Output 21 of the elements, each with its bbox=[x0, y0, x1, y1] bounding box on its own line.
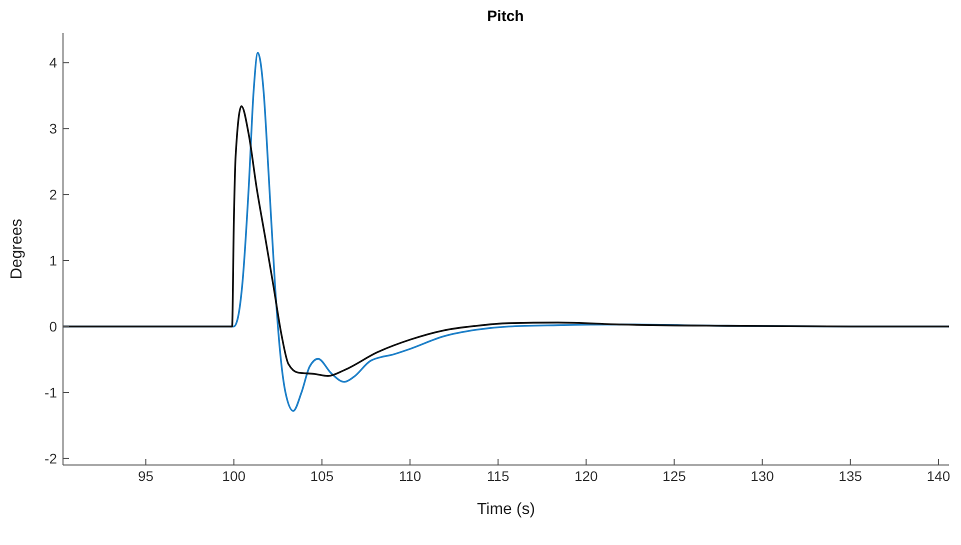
y-tick-label: -1 bbox=[44, 384, 58, 400]
y-tick-label: 0 bbox=[49, 318, 58, 334]
x-tick-label: 115 bbox=[486, 468, 510, 484]
y-tick-label: -2 bbox=[44, 450, 58, 466]
y-tick-label: 2 bbox=[49, 186, 58, 203]
x-tick-label: 140 bbox=[926, 468, 950, 484]
x-tick-label: 135 bbox=[838, 468, 862, 484]
x-tick-label: 95 bbox=[138, 468, 154, 484]
y-tick-label: 1 bbox=[49, 252, 58, 269]
y-axis-title: Degrees bbox=[8, 218, 26, 280]
x-tick-label: 125 bbox=[662, 468, 686, 484]
line-series bbox=[63, 105, 949, 377]
y-tick-label: 3 bbox=[49, 120, 58, 137]
x-tick-label: 120 bbox=[574, 468, 598, 484]
x-tick-label: 105 bbox=[310, 468, 334, 484]
y-tick-label: 4 bbox=[49, 54, 58, 71]
x-axis-title: Time (s) bbox=[476, 501, 536, 518]
x-tick-label: 130 bbox=[750, 468, 774, 484]
x-tick-label: 110 bbox=[398, 468, 422, 484]
chart-title: Pitch bbox=[486, 8, 525, 25]
x-tick-label: 100 bbox=[222, 468, 246, 484]
